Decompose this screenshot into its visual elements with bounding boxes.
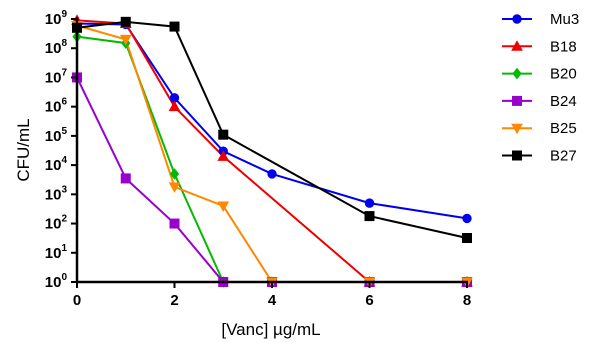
data-point-b24	[169, 218, 180, 229]
x-axis-title: [Vanc] µg/mL	[221, 320, 320, 339]
legend-marker	[512, 14, 522, 24]
y-tick-exponent: 4	[61, 155, 67, 166]
y-tick-label: 107	[45, 67, 68, 86]
y-tick-base: 10	[45, 216, 62, 233]
y-tick-base: 10	[45, 186, 62, 203]
y-tick-label: 100	[45, 272, 68, 291]
data-point-b18	[217, 150, 230, 161]
data-point-b25	[168, 182, 181, 193]
x-tick-label: 4	[268, 292, 277, 309]
legend-marker	[512, 150, 522, 161]
y-tick-base: 10	[45, 40, 62, 57]
data-point-b25	[119, 34, 132, 46]
data-point-mu3	[364, 198, 375, 208]
y-tick-exponent: 9	[61, 9, 67, 20]
y-tick-exponent: 2	[61, 214, 67, 225]
series-line-b24	[76, 77, 467, 283]
series-line-mu3	[76, 22, 468, 220]
data-point-b27	[169, 21, 180, 32]
legend-marker	[512, 95, 522, 106]
y-tick-base: 10	[45, 245, 62, 262]
y-tick-exponent: 0	[61, 272, 67, 283]
series-line-b25	[76, 24, 467, 283]
y-tick-exponent: 6	[61, 97, 67, 108]
y-tick-label: 102	[45, 214, 68, 233]
data-point-mu3	[462, 213, 472, 224]
data-point-b24	[120, 173, 131, 184]
x-tick-label: 2	[170, 292, 178, 309]
data-point-b27	[218, 129, 229, 140]
y-tick-label: 101	[45, 243, 68, 262]
y-tick-exponent: 1	[61, 243, 67, 254]
legend-label: B24	[550, 93, 577, 110]
y-tick-base: 10	[45, 11, 62, 28]
legend-label: B18	[550, 38, 577, 55]
y-tick-base: 10	[45, 128, 62, 145]
y-tick-exponent: 3	[61, 184, 67, 195]
y-tick-base: 10	[45, 157, 62, 174]
series-line-b27	[76, 20, 468, 239]
y-tick-exponent: 5	[61, 126, 67, 137]
y-tick-label: 104	[45, 155, 68, 174]
y-tick-label: 106	[45, 97, 68, 116]
y-tick-exponent: 7	[61, 67, 67, 78]
y-axis-title: CFU/mL	[14, 118, 33, 181]
data-point-b25	[217, 201, 230, 212]
legend-label: Mu3	[550, 11, 579, 28]
plot-lines	[76, 19, 468, 283]
data-point-b18	[168, 100, 181, 112]
x-tick-label: 8	[463, 292, 471, 309]
legend-marker	[511, 123, 523, 135]
data-point-b20	[169, 168, 180, 180]
legend-marker	[511, 40, 523, 51]
y-tick-label: 109	[45, 9, 68, 28]
y-tick-base: 10	[45, 274, 62, 291]
series-line-b18	[76, 19, 467, 283]
y-tick-label: 103	[45, 184, 68, 203]
data-point-b27	[364, 211, 375, 222]
y-tick-base: 10	[45, 99, 62, 116]
y-tick-label: 108	[45, 38, 68, 57]
legend-marker	[512, 67, 522, 80]
legend-label: B25	[550, 120, 577, 137]
x-tick-label: 6	[365, 292, 373, 309]
series-line-b20	[76, 35, 467, 283]
data-point-b27	[462, 233, 472, 244]
y-tick-label: 105	[45, 126, 68, 145]
data-point-mu3	[267, 169, 277, 179]
legend-label: B27	[550, 148, 577, 165]
data-point-b27	[120, 16, 131, 27]
y-tick-exponent: 8	[61, 38, 67, 49]
legend: Mu3 B18 B20 B24 B25 B27	[502, 11, 579, 165]
x-tick-label: 0	[73, 292, 81, 309]
y-tick-base: 10	[45, 69, 62, 86]
legend-label: B20	[550, 66, 577, 83]
